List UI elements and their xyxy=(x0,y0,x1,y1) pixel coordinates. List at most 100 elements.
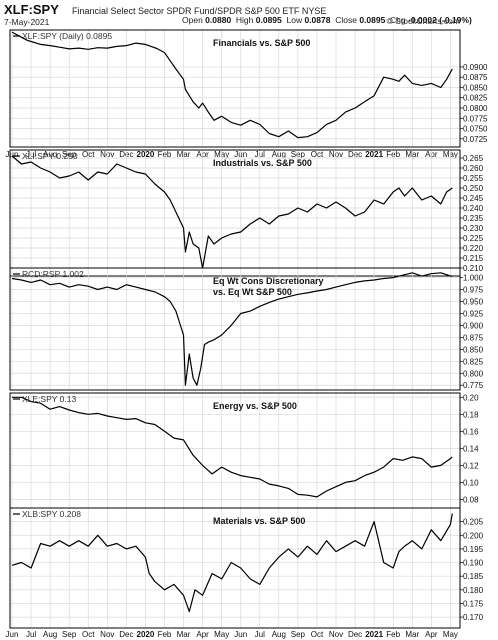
panel-annotation: Industrials vs. S&P 500 xyxy=(213,158,312,168)
x-tick-label: Oct xyxy=(82,630,95,639)
panel-4: 0.08 0.10 0.12 0.14 0.16 0.18 0.20 XLE:SPY 0.13… xyxy=(9,392,479,509)
y-tick-label: 0.185 xyxy=(463,572,484,581)
chg-label: Chg xyxy=(390,15,406,25)
panel-5: 0.170 0.175 0.180 0.185 0.190 0.195 0.200 0.205… xyxy=(6,507,484,639)
y-tick-label: 0.210 xyxy=(463,264,484,273)
y-tick-label: 0.215 xyxy=(463,254,484,263)
y-tick-label: 0.225 xyxy=(463,234,484,243)
y-tick-label: 0.245 xyxy=(463,194,484,203)
panel-frame xyxy=(9,507,461,629)
x-tick-label: Jun xyxy=(6,630,19,639)
x-tick-label: Oct xyxy=(311,150,324,159)
chart-description: Financial Select Sector SPDR Fund/SPDR S… xyxy=(72,6,327,16)
y-tick-label: 0.850 xyxy=(463,345,484,354)
y-tick-label: 0.10 xyxy=(463,478,479,487)
y-tick-label: 0.775 xyxy=(463,381,484,390)
x-tick-label: Jul xyxy=(255,630,265,639)
y-tick-label: 0.240 xyxy=(463,204,484,213)
y-tick-label: 0.0750 xyxy=(463,125,488,134)
y-tick-label: 0.0875 xyxy=(463,73,488,82)
y-tick-label: 0.255 xyxy=(463,174,484,183)
x-tick-label: Oct xyxy=(82,150,95,159)
panel-2: 0.2100.2150.2200.2250.2300.2350.2400.245… xyxy=(9,149,484,277)
open-value: 0.0880 xyxy=(205,15,232,25)
high-value: 0.0895 xyxy=(255,15,282,25)
x-tick-label: Feb xyxy=(386,630,400,639)
legend-label: XLF:SPY (Daily) 0.0895 xyxy=(22,31,112,41)
y-tick-label: 0.260 xyxy=(463,164,484,173)
y-tick-label: 0.08 xyxy=(463,495,479,504)
panel-frame xyxy=(9,149,461,277)
y-tick-label: 1.000 xyxy=(463,274,484,283)
x-tick-label: Oct xyxy=(311,630,324,639)
y-tick-label: 0.0900 xyxy=(463,63,488,72)
x-tick-label: Nov xyxy=(100,630,114,639)
y-tick-label: 0.200 xyxy=(463,531,484,540)
legend-label: RCD:RSP 1.002 xyxy=(22,269,84,279)
panel-annotation: Eq Wt Cons Discretionary xyxy=(213,276,324,286)
x-tick-label: Jun xyxy=(234,630,247,639)
y-tick-label: 0.12 xyxy=(463,461,479,470)
y-tick-label: 0.195 xyxy=(463,545,484,554)
y-tick-label: 0.0775 xyxy=(463,114,488,123)
panel-annotation: Financials vs. S&P 500 xyxy=(213,38,310,48)
close-value: 0.0895 xyxy=(359,15,386,25)
x-tick-label: 2021 xyxy=(365,630,383,639)
x-tick-label: 2020 xyxy=(137,630,155,639)
y-tick-label: 0.925 xyxy=(463,309,484,318)
y-tick-label: 0.18 xyxy=(463,410,479,419)
x-tick-label: Sep xyxy=(291,630,306,639)
panel-annotation: Materials vs. S&P 500 xyxy=(213,516,305,526)
low-value: 0.0878 xyxy=(304,15,331,25)
y-tick-label: 0.825 xyxy=(463,357,484,366)
y-tick-label: 0.14 xyxy=(463,444,479,453)
x-tick-label: Jul xyxy=(26,630,36,639)
series-line xyxy=(11,513,453,613)
x-tick-label: Nov xyxy=(329,630,343,639)
y-tick-label: 0.16 xyxy=(463,427,479,436)
series-line xyxy=(11,272,453,386)
credit-text: © StockCharts.com xyxy=(386,16,460,26)
panel-3: 0.775 0.800 0.825 0.850 0.875 0.900 0.925 0.950… xyxy=(9,267,484,391)
y-tick-label: 0.180 xyxy=(463,586,484,595)
y-tick-label: 0.950 xyxy=(463,297,484,306)
panel-annotation-line2: vs. Eq Wt S&P 500 xyxy=(213,287,292,297)
close-label: Close xyxy=(335,15,357,25)
x-tick-label: Dec xyxy=(348,630,362,639)
x-tick-label: Dec xyxy=(119,630,133,639)
legend-label: XLE:SPY 0.13 xyxy=(22,394,76,404)
chart-symbol: XLF:SPY xyxy=(4,2,59,17)
y-tick-label: 0.190 xyxy=(463,559,484,568)
x-tick-label: Apr xyxy=(196,630,209,639)
x-tick-label: Mar xyxy=(177,630,191,639)
chg-value: -0.0002 (-0.19%) xyxy=(408,15,472,25)
low-label: Low xyxy=(286,15,303,25)
y-tick-label: 0.0825 xyxy=(463,94,488,103)
y-tick-label: 0.235 xyxy=(463,214,484,223)
y-tick-label: 0.20 xyxy=(463,393,479,402)
y-tick-label: 0.230 xyxy=(463,224,484,233)
panel-frame xyxy=(9,29,461,148)
x-tick-label: May xyxy=(214,630,229,639)
y-tick-label: 0.0850 xyxy=(463,83,488,92)
high-label: High xyxy=(235,15,254,25)
series-line xyxy=(12,396,453,498)
x-tick-label: Sep xyxy=(62,630,77,639)
y-tick-label: 0.875 xyxy=(463,333,484,342)
y-tick-label: 0.0800 xyxy=(463,104,488,113)
legend-label: XLI:SPY 0.250 xyxy=(22,151,78,161)
y-tick-label: 0.220 xyxy=(463,244,484,253)
panel-annotation: Energy vs. S&P 500 xyxy=(213,401,297,411)
x-tick-label: May xyxy=(443,630,458,639)
series-line xyxy=(11,155,453,269)
x-tick-label: Aug xyxy=(272,630,286,639)
x-tick-label: Feb xyxy=(158,630,172,639)
y-tick-label: 0.975 xyxy=(463,286,484,295)
y-tick-label: 0.0725 xyxy=(463,135,488,144)
chart-date: 7-May-2021 xyxy=(4,17,50,27)
y-tick-label: 0.250 xyxy=(463,184,484,193)
x-tick-label: Aug xyxy=(43,630,57,639)
y-tick-label: 0.900 xyxy=(463,321,484,330)
